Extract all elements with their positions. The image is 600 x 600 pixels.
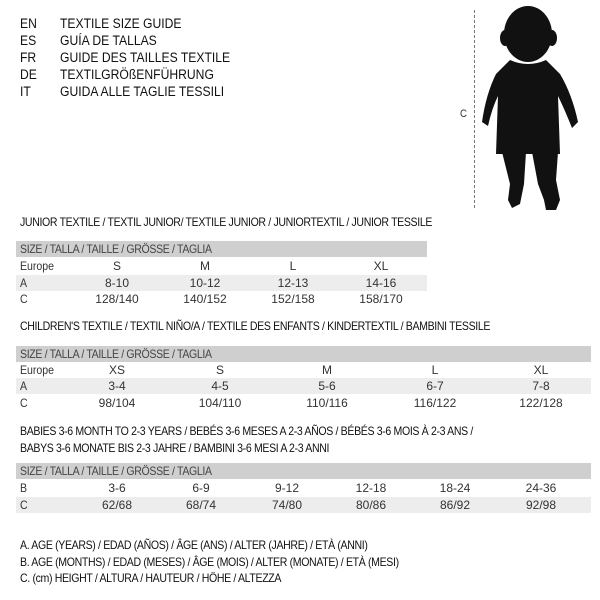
row-label: C [20, 396, 28, 410]
table-cell: 7-8 [532, 379, 550, 393]
table-cell: 18-24 [439, 481, 471, 495]
height-label: C [460, 108, 467, 120]
lang-title: GUIDE DES TAILLES TEXTILE [60, 50, 231, 65]
table-cell: XL [373, 259, 389, 273]
table-cell: 158/170 [359, 292, 403, 306]
table-cell: M [322, 363, 332, 377]
table-cell: 62/68 [101, 498, 133, 512]
table-row: A 3-4 4-5 5-6 6-7 7-8 [16, 378, 591, 394]
lang-code: ES [20, 33, 37, 48]
table-cell: L [431, 363, 439, 377]
table-cell: 128/140 [95, 292, 139, 306]
table-cell: 8-10 [104, 276, 130, 290]
row-label: C [20, 498, 28, 512]
table-cell: 9-12 [274, 481, 300, 495]
lang-code: EN [20, 16, 37, 31]
lang-title: GUÍA DE TALLAS [60, 33, 157, 48]
size-header-label: SIZE / TALLA / TAILLE / GRÖSSE / TAGLIA [20, 464, 212, 478]
table-cell: 6-9 [192, 481, 210, 495]
table-cell: 98/104 [98, 396, 136, 410]
table-row: B 3-6 6-9 9-12 12-18 18-24 24-36 [16, 480, 591, 496]
table-cell: 104/110 [198, 396, 242, 410]
table-cell: 140/152 [183, 292, 227, 306]
table-row: C 62/68 68/74 74/80 80/86 86/92 92/98 [16, 497, 591, 513]
legend-c: C. (cm) HEIGHT / ALTURA / HAUTEUR / HÖHE… [20, 571, 282, 585]
table-row: A 8-10 10-12 12-13 14-16 [16, 275, 427, 291]
row-label: Europe [20, 259, 55, 273]
table-cell: 80/86 [355, 498, 387, 512]
size-header-label: SIZE / TALLA / TAILLE / GRÖSSE / TAGLIA [20, 347, 212, 361]
row-label: B [20, 481, 28, 495]
table-cell: 10-12 [189, 276, 221, 290]
table-row: C 128/140 140/152 152/158 158/170 [16, 291, 427, 307]
table-cell: 152/158 [271, 292, 315, 306]
lang-title: TEXTILGRÖßENFÜHRUNG [60, 67, 214, 82]
lang-code: DE [20, 67, 37, 82]
junior-size-header: SIZE / TALLA / TAILLE / GRÖSSE / TAGLIA [16, 241, 427, 257]
table-cell: S [112, 259, 121, 273]
lang-title: TEXTILE SIZE GUIDE [60, 16, 182, 31]
table-cell: 12-18 [355, 481, 387, 495]
legend-b: B. AGE (MONTHS) / EDAD (MESES) / ÂGE (MO… [20, 555, 399, 569]
row-label: Europe [20, 363, 55, 377]
table-cell: 14-16 [365, 276, 397, 290]
row-label: C [20, 292, 28, 306]
children-table-title: CHILDREN'S TEXTILE / TEXTIL NIÑO/A / TEX… [20, 319, 491, 333]
table-cell: M [200, 259, 210, 273]
babies-size-header: SIZE / TALLA / TAILLE / GRÖSSE / TAGLIA [16, 463, 591, 479]
size-header-label: SIZE / TALLA / TAILLE / GRÖSSE / TAGLIA [20, 242, 212, 256]
babies-table-title: BABIES 3-6 MONTH TO 2-3 YEARS / BEBÉS 3-… [20, 424, 473, 438]
children-size-header: SIZE / TALLA / TAILLE / GRÖSSE / TAGLIA [16, 346, 591, 362]
child-silhouette-icon [482, 6, 578, 210]
table-cell: 74/80 [271, 498, 303, 512]
table-cell: 86/92 [439, 498, 471, 512]
table-cell: 116/122 [413, 396, 457, 410]
height-measure-line [474, 10, 475, 208]
table-cell: 3-4 [108, 379, 126, 393]
table-cell: 68/74 [185, 498, 217, 512]
table-cell: 24-36 [525, 481, 557, 495]
table-cell: 12-13 [277, 276, 309, 290]
lang-code: FR [20, 50, 37, 65]
row-label: A [20, 276, 28, 290]
table-cell: 110/116 [306, 396, 348, 410]
table-cell: 6-7 [426, 379, 444, 393]
table-cell: 4-5 [211, 379, 229, 393]
row-label: A [20, 379, 28, 393]
table-cell: 3-6 [108, 481, 126, 495]
table-cell: L [289, 259, 297, 273]
table-cell: XS [108, 363, 125, 377]
table-cell: 92/98 [525, 498, 557, 512]
table-row: Europe S M L XL [16, 258, 427, 274]
babies-table-title-line2: BABYS 3-6 MONATE BIS 2-3 JAHRE / BAMBINI… [20, 441, 330, 455]
legend-a: A. AGE (YEARS) / EDAD (AÑOS) / ÂGE (ANS)… [20, 538, 368, 552]
table-row: Europe XS S M L XL [16, 362, 591, 378]
table-cell: 5-6 [318, 379, 336, 393]
lang-title: GUIDA ALLE TAGLIE TESSILI [60, 84, 225, 99]
table-cell: XL [533, 363, 549, 377]
lang-code: IT [20, 84, 31, 99]
table-cell: S [215, 363, 224, 377]
table-cell: 122/128 [519, 396, 563, 410]
junior-table-title: JUNIOR TEXTILE / TEXTIL JUNIOR/ TEXTILE … [20, 215, 433, 229]
table-row: C 98/104 104/110 110/116 116/122 122/128 [16, 395, 591, 411]
